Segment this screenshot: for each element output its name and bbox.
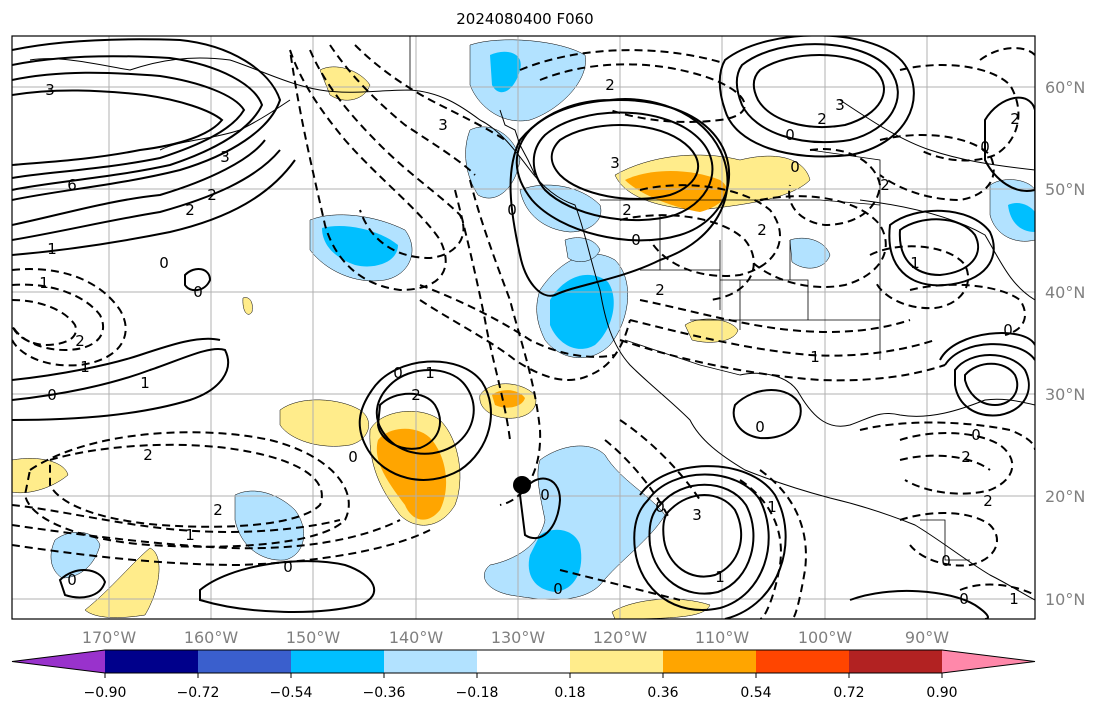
lat-tick-label: 40°N — [1045, 283, 1085, 302]
lat-tick-label: 60°N — [1045, 78, 1085, 97]
contour-label: 0 — [393, 364, 403, 382]
lon-tick-label: 100°W — [798, 628, 853, 647]
lon-tick-label: 140°W — [389, 628, 444, 647]
contour-label: 1 — [47, 240, 57, 258]
contour-label: 3 — [45, 81, 55, 99]
contour-label: 0 — [941, 552, 951, 570]
lat-tick-label: 30°N — [1045, 385, 1085, 404]
lon-tick-label: 110°W — [695, 628, 750, 647]
contour-label: 0 — [159, 254, 169, 272]
lon-tick-label: 160°W — [184, 628, 239, 647]
contour-labels: 3 6 2 2 1 0 0 1 2 1 0 1 3 3 2 0 0 2 0 2 … — [39, 76, 1020, 608]
contour-label: 2 — [655, 281, 665, 299]
contour-label: 2 — [961, 448, 971, 466]
contour-label: 2 — [75, 332, 85, 350]
shade-negative-light — [465, 126, 521, 199]
contour-label: 0 — [1003, 321, 1013, 339]
contour-label: 2 — [185, 201, 195, 219]
contour-label: 0 — [540, 486, 550, 504]
contour-label: 0 — [755, 418, 765, 436]
contour-label: 1 — [1009, 590, 1019, 608]
contour-label: 0 — [67, 571, 77, 589]
shade-positive-mid — [376, 428, 447, 520]
shade-negative-mid — [528, 529, 582, 592]
lon-tick-label: 90°W — [905, 628, 949, 647]
contour-label: 1 — [715, 568, 725, 586]
contour-label: 0 — [971, 426, 981, 444]
contour-label: 0 — [655, 498, 665, 516]
contour-label: 2 — [622, 201, 632, 219]
contour-label: 1 — [767, 498, 777, 516]
contour-label: 1 — [810, 348, 820, 366]
shade-positive-light — [279, 399, 369, 447]
storm-marker-icon — [513, 476, 531, 494]
shade-positive-light — [12, 458, 69, 493]
contour-label: 3 — [835, 96, 845, 114]
contour-label: 0 — [348, 448, 358, 466]
contour-label: 0 — [785, 126, 795, 144]
lon-tick-label: 170°W — [82, 628, 137, 647]
contour-label: 0 — [631, 231, 641, 249]
dashed-contours — [12, 44, 1035, 619]
contour-label: 2 — [757, 221, 767, 239]
shade-negative-light — [564, 237, 601, 262]
contour-label: 2 — [207, 186, 217, 204]
shade-negative-light — [50, 532, 101, 579]
contour-label: 3 — [692, 506, 702, 524]
contour-label: 3 — [438, 116, 448, 134]
longitude-axis: 170°W 160°W 150°W 140°W 130°W 120°W 110°W 100°W… — [82, 628, 949, 647]
contour-label: 2 — [1010, 110, 1020, 128]
contour-label: 0 — [507, 201, 517, 219]
map-frame — [11, 35, 1036, 620]
contour-label: 3 — [610, 154, 620, 172]
contour-label: 2 — [213, 501, 223, 519]
shade-positive-light — [611, 598, 711, 619]
shade-negative-mid — [1008, 202, 1035, 232]
shade-negative-light — [789, 237, 831, 269]
contour-label: 0 — [283, 558, 293, 576]
contour-label: 1 — [140, 374, 150, 392]
shade-positive-light — [84, 547, 160, 618]
contour-label: 0 — [980, 138, 990, 156]
contour-label: 2 — [411, 386, 421, 404]
contour-label: 2 — [880, 176, 890, 194]
lat-tick-label: 50°N — [1045, 180, 1085, 199]
contour-label: 0 — [47, 386, 57, 404]
solid-contours — [12, 36, 1035, 619]
contour-label: 0 — [193, 283, 203, 301]
shade-positive-mid — [625, 171, 728, 212]
contour-label: 1 — [425, 364, 435, 382]
shade-negative-mid — [490, 51, 521, 93]
contour-label: 1 — [185, 526, 195, 544]
contour-label: 2 — [817, 110, 827, 128]
contour-label: 0 — [959, 590, 969, 608]
contour-label: 2 — [143, 446, 153, 464]
contour-label: 2 — [983, 492, 993, 510]
contour-label: 0 — [790, 158, 800, 176]
map-background — [12, 36, 1035, 619]
contour-label: 0 — [553, 580, 563, 598]
latitude-axis: 60°N 50°N 40°N 30°N 20°N 10°N — [1045, 78, 1085, 609]
lat-tick-label: 10°N — [1045, 590, 1085, 609]
lat-tick-label: 20°N — [1045, 487, 1085, 506]
contour-label: 6 — [67, 176, 77, 194]
map-title: 2024080400 F060 — [456, 10, 594, 28]
contour-label: 1 — [80, 358, 90, 376]
contour-label: 1 — [910, 254, 920, 272]
shade-negative-mid — [550, 274, 614, 349]
contour-label: 2 — [605, 76, 615, 94]
lon-tick-label: 130°W — [491, 628, 546, 647]
lon-tick-label: 150°W — [286, 628, 341, 647]
shade-positive-light — [242, 297, 253, 315]
contour-label: 3 — [220, 148, 230, 166]
lon-tick-label: 120°W — [593, 628, 648, 647]
contour-label: 1 — [39, 274, 49, 292]
